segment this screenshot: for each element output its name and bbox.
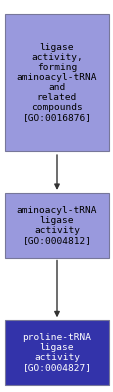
FancyBboxPatch shape <box>5 193 108 258</box>
Text: ligase
activity,
forming
aminoacyl-tRNA
and
related
compounds
[GO:0016876]: ligase activity, forming aminoacyl-tRNA … <box>17 43 96 122</box>
Text: aminoacyl-tRNA
ligase
activity
[GO:0004812]: aminoacyl-tRNA ligase activity [GO:00048… <box>17 206 96 245</box>
Text: proline-tRNA
ligase
activity
[GO:0004827]: proline-tRNA ligase activity [GO:0004827… <box>22 333 91 372</box>
FancyBboxPatch shape <box>5 14 108 151</box>
FancyBboxPatch shape <box>5 321 108 385</box>
